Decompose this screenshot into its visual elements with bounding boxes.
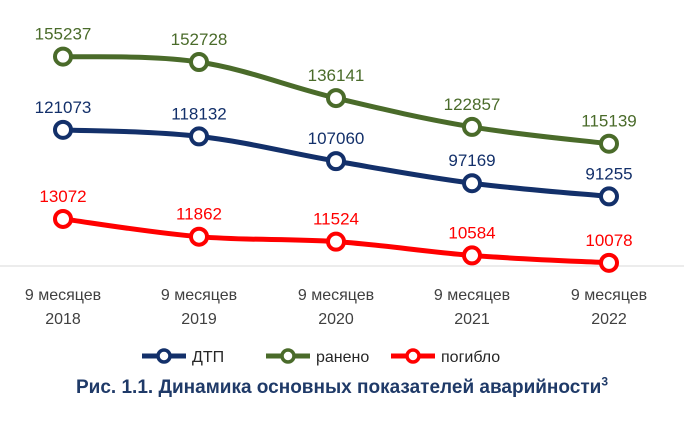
data-label: 152728 (171, 30, 228, 49)
data-point (462, 245, 482, 266)
data-label: 115139 (581, 112, 636, 131)
legend-label: погибло (441, 349, 500, 366)
data-point (462, 173, 482, 194)
data-label: 121073 (35, 98, 92, 117)
data-point (326, 231, 346, 252)
x-tick-label: 9 месяцев 2018 (25, 287, 101, 328)
x-tick-label: 9 месяцев 2022 (571, 287, 647, 328)
data-point (462, 116, 482, 137)
series-3: 13072 11862 11524 10584 10078 (39, 187, 633, 273)
data-label: 11862 (176, 205, 222, 224)
data-label: 10078 (585, 231, 632, 250)
data-point (599, 186, 619, 207)
legend-entry: погибло (391, 348, 500, 366)
data-point (53, 208, 73, 229)
x-tick-label: 9 месяцев 2021 (434, 287, 510, 328)
legend-label: ДТП (192, 349, 224, 366)
data-point (326, 88, 346, 109)
legend-marker (405, 348, 421, 364)
series-2: 155237 152728 136141 122857 115139 (35, 25, 637, 154)
series-layer: 121073 118132 107060 97169 91255 155237 152728… (35, 25, 637, 273)
legend-entry: ДТП (142, 348, 224, 366)
data-label: 107060 (308, 129, 365, 148)
series-1: 121073 118132 107060 97169 91255 (35, 98, 633, 207)
data-label: 13072 (39, 187, 86, 206)
data-point (599, 133, 619, 154)
line-chart: 121073 118132 107060 97169 91255 155237 152728… (0, 25, 684, 366)
data-label: 91255 (585, 164, 632, 183)
title-footnote-mark: 3 (601, 374, 608, 389)
data-label: 136141 (308, 66, 365, 85)
data-label: 118132 (171, 104, 226, 123)
data-point (599, 252, 619, 273)
chart-caption: Рис. 1.1. Динамика основных показателей … (0, 374, 684, 402)
legend-label: ранено (316, 349, 369, 366)
data-point (53, 119, 73, 140)
data-label: 155237 (35, 25, 92, 44)
data-point (189, 226, 209, 247)
data-point (326, 151, 346, 172)
x-tick-label: 9 месяцев 2020 (298, 287, 374, 328)
chart-title: Рис. 1.1. Динамика основных показателей … (76, 377, 602, 398)
legend-marker (156, 348, 172, 364)
data-point (189, 52, 209, 73)
x-tick-label: 9 месяцев 2019 (161, 287, 237, 328)
data-label: 11524 (313, 210, 359, 229)
data-label: 97169 (448, 151, 495, 170)
data-point (53, 46, 73, 67)
data-label: 10584 (448, 223, 495, 242)
x-tick-labels: 9 месяцев 2018 9 месяцев 2019 9 месяцев 2020 9… (25, 287, 647, 328)
data-point (189, 126, 209, 147)
data-label: 122857 (444, 95, 501, 114)
legend-entry: ранено (266, 348, 369, 366)
legend-marker (280, 348, 296, 364)
legend: ДТП ранено погибло (142, 348, 500, 366)
